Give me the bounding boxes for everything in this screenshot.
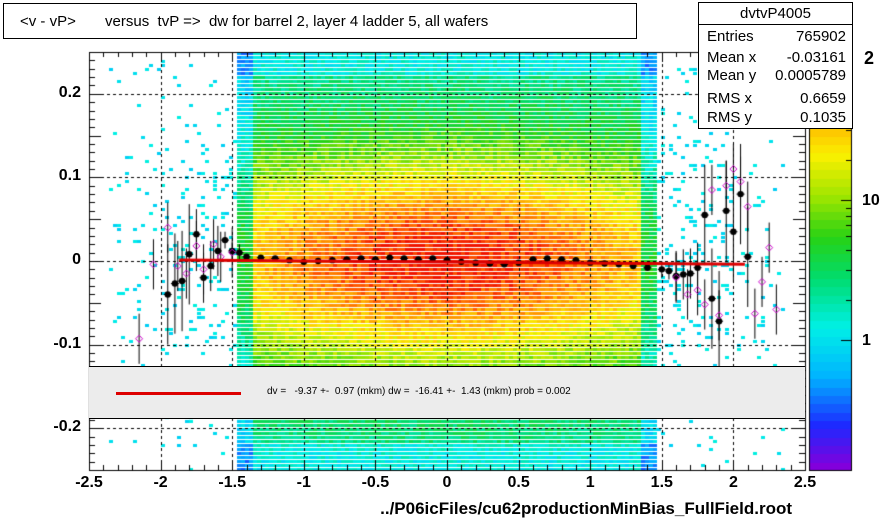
stats-row-mean-y: Mean y 0.0005789 xyxy=(707,67,846,87)
stats-separator xyxy=(699,24,852,25)
fit-legend-text: dv = -9.37 +- 0.97 (mkm) dw = -16.41 +- … xyxy=(267,386,571,397)
x-tick-label: -2 xyxy=(153,474,168,491)
y-tick-label: -0.2 xyxy=(53,418,81,436)
stats-row-rms-y: RMS y 0.1035 xyxy=(707,109,846,129)
stats-row-entries: Entries 765902 xyxy=(707,28,846,48)
fit-legend-box: dv = -9.37 +- 0.97 (mkm) dw = -16.41 +- … xyxy=(89,366,805,419)
stats-histogram-name: dvtvP4005 xyxy=(740,5,811,22)
z-tick-label: 1 xyxy=(862,332,871,349)
x-tick-label: -0.5 xyxy=(361,474,390,491)
stats-key: Mean y xyxy=(707,67,757,84)
x-tick-label: 0 xyxy=(442,474,452,491)
x-tick-label: 2 xyxy=(728,474,738,491)
stats-key: Entries xyxy=(707,28,754,45)
stats-value: 0.6659 xyxy=(800,90,846,107)
fit-legend-line xyxy=(116,392,241,395)
y-tick-label: -0.1 xyxy=(53,334,81,352)
stats-value: 765902 xyxy=(795,28,846,45)
x-tick-label: -1.5 xyxy=(218,474,246,491)
plot-title: <v - vP> versus tvP => dw for barrel 2, … xyxy=(20,13,489,30)
x-tick-label: 2.5 xyxy=(793,474,817,491)
z-tick-label: 10 xyxy=(862,192,880,209)
z-tick-label: 2 xyxy=(864,48,875,68)
stats-key: RMS y xyxy=(707,109,752,126)
stats-box: dvtvP4005 Entries 765902 Mean x -0.03161… xyxy=(698,2,853,129)
x-tick-label: -1 xyxy=(296,474,311,491)
stats-key: Mean x xyxy=(707,49,757,66)
stats-value: -0.03161 xyxy=(786,49,846,66)
stats-value: 0.0005789 xyxy=(775,67,846,84)
x-axis-title: ../P06icFiles/cu62productionMinBias_Full… xyxy=(380,499,792,518)
stats-row-mean-x: Mean x -0.03161 xyxy=(707,49,846,69)
stats-key: RMS x xyxy=(707,90,752,107)
stats-row-rms-x: RMS x 0.6659 xyxy=(707,90,846,110)
plot-title-box: <v - vP> versus tvP => dw for barrel 2, … xyxy=(3,3,637,39)
x-tick-label: 1 xyxy=(585,474,595,491)
stats-value: 0.1035 xyxy=(800,109,846,126)
y-tick-label: 0.2 xyxy=(58,83,81,101)
x-tick-label: 1.5 xyxy=(650,474,673,491)
y-tick-label: 0.1 xyxy=(58,167,81,185)
x-tick-label: -2.5 xyxy=(75,474,103,491)
y-tick-label: 0 xyxy=(72,251,81,268)
x-tick-label: 0.5 xyxy=(507,474,530,491)
